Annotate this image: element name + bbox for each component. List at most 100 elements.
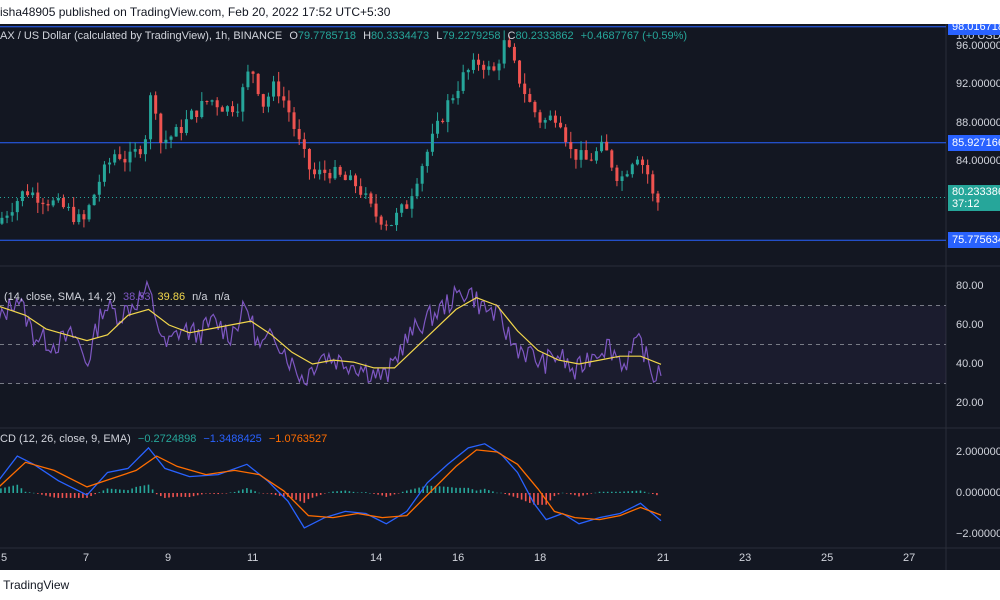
macd-hist-bar-16 xyxy=(61,493,64,498)
macd-hist-bar-94 xyxy=(381,493,383,496)
level-tag-1: 85.927166 xyxy=(948,134,1000,151)
macd-hist-bar-113 xyxy=(459,487,461,493)
candle-body-60 xyxy=(307,148,311,170)
macd-hist-bar-104 xyxy=(422,486,424,493)
candle-body-63 xyxy=(323,169,327,173)
candle-body-91 xyxy=(466,69,470,73)
macd-hist-bar-115 xyxy=(467,487,470,493)
macd-hist-bar-81 xyxy=(328,492,330,493)
candle-body-110 xyxy=(564,127,568,143)
candle-body-25 xyxy=(128,151,132,163)
rsi-line xyxy=(0,279,662,386)
candle-body-115 xyxy=(589,159,593,161)
candle-body-16 xyxy=(82,214,86,220)
candle-body-96 xyxy=(492,66,496,71)
macd-hist-bar-52 xyxy=(209,493,211,494)
macd-hist-bar-67 xyxy=(270,493,273,495)
chart-area[interactable]: AX / US Dollar (calculated by TradingVie… xyxy=(0,24,1000,570)
macd-hist-bar-59 xyxy=(237,490,240,493)
candle-body-22 xyxy=(113,154,117,163)
macd-hist-bar-99 xyxy=(401,491,404,493)
candle-body-105 xyxy=(538,112,542,123)
macd-hist-bar-150 xyxy=(611,491,613,493)
candle-body-73 xyxy=(374,203,378,217)
macd-hist-bar-9 xyxy=(32,492,35,494)
macd-hist-bar-118 xyxy=(479,489,482,493)
candle-body-127 xyxy=(651,174,655,194)
macd-hist-bar-19 xyxy=(73,493,76,498)
candle-body-77 xyxy=(395,212,399,226)
candle-countdown: 37:12 xyxy=(952,198,980,211)
candle-body-81 xyxy=(415,183,419,197)
macd-hist-bar-76 xyxy=(307,493,310,500)
macd-hist-bar-47 xyxy=(188,493,191,498)
candle-body-1 xyxy=(5,215,9,218)
macd-hist-bar-110 xyxy=(447,486,449,493)
macd-hist-bar-5 xyxy=(16,484,19,493)
macd-hist-bar-133 xyxy=(541,493,543,505)
candle-body-94 xyxy=(482,64,486,70)
macd-hist-bar-95 xyxy=(385,493,388,497)
time-tick-7: 21 xyxy=(657,552,670,564)
candle-body-87 xyxy=(446,100,450,123)
candle-body-76 xyxy=(389,225,393,227)
candle-body-71 xyxy=(364,193,368,195)
macd-hist-bar-17 xyxy=(65,493,68,498)
candle-body-45 xyxy=(231,106,235,113)
macd-hist-bar-20 xyxy=(78,493,80,498)
candle-body-58 xyxy=(297,128,301,140)
macd-hist-bar-138 xyxy=(561,492,564,494)
macd-hist-bar-24 xyxy=(94,493,96,495)
macd-hist-bar-132 xyxy=(537,493,539,505)
candle-body-40 xyxy=(205,100,209,102)
macd-hist-bar-102 xyxy=(414,488,416,493)
candle-body-125 xyxy=(641,159,645,166)
macd-hist-bar-61 xyxy=(246,488,248,493)
macd-hist-bar-97 xyxy=(393,493,396,495)
macd-hist-bar-18 xyxy=(69,493,72,498)
macd-hist-bar-86 xyxy=(348,491,351,493)
time-tick-1: 7 xyxy=(83,552,90,564)
macd-hist-bar-93 xyxy=(377,493,379,495)
candle-body-4 xyxy=(20,191,24,202)
macd-hist-bar-153 xyxy=(623,491,625,493)
macd-hist-bar-141 xyxy=(574,493,576,496)
macd-hist-bar-156 xyxy=(635,490,638,493)
macd-legend: CD (12, 26, close, 9, EMA) −0.2724898 −1… xyxy=(0,432,331,446)
macd-hist-value: −0.2724898 xyxy=(137,433,197,445)
macd-hist-bar-114 xyxy=(463,487,465,493)
macd-hist-bar-29 xyxy=(114,489,117,493)
macd-hist-bar-161 xyxy=(656,493,658,496)
macd-hist-bar-21 xyxy=(82,493,84,498)
macd-hist-bar-55 xyxy=(221,493,224,494)
macd-hist-bar-56 xyxy=(225,493,228,494)
time-tick-5: 16 xyxy=(452,552,465,564)
macd-signal-value: −1.0763527 xyxy=(268,433,328,445)
macd-hist-bar-101 xyxy=(410,489,412,493)
ohlc-low: L79.2279258 xyxy=(436,30,500,42)
macd-tick-1: 0.000000 xyxy=(956,487,1000,499)
level-tag-0: 98.016718 xyxy=(948,24,1000,35)
price-tick-0: 96.000000 xyxy=(956,40,1000,53)
macd-hist-bar-135 xyxy=(549,493,552,501)
footer-brand: TradingView xyxy=(3,578,70,592)
candle-body-109 xyxy=(559,122,563,128)
candle-body-82 xyxy=(420,166,424,184)
macd-hist-bar-154 xyxy=(627,491,629,493)
macd-hist-bar-26 xyxy=(102,490,105,493)
candle-body-128 xyxy=(656,193,660,203)
time-tick-9: 25 xyxy=(821,552,834,564)
macd-hist-bar-107 xyxy=(434,486,437,493)
macd-hist-bar-30 xyxy=(119,489,121,493)
time-tick-6: 18 xyxy=(534,552,547,564)
rsi-params: (14, close, SMA, 14, 2) xyxy=(4,291,116,303)
change-value: +0.4687767 (+0.59%) xyxy=(580,30,688,42)
open-key: O xyxy=(289,30,298,42)
macd-hist-bar-85 xyxy=(344,490,347,493)
chart-canvas[interactable] xyxy=(0,24,1000,570)
macd-params: CD (12, 26, close, 9, EMA) xyxy=(0,433,131,445)
macd-hist-bar-123 xyxy=(500,492,502,494)
candle-body-18 xyxy=(92,194,96,206)
candle-body-123 xyxy=(630,164,634,175)
candle-body-79 xyxy=(405,204,409,209)
